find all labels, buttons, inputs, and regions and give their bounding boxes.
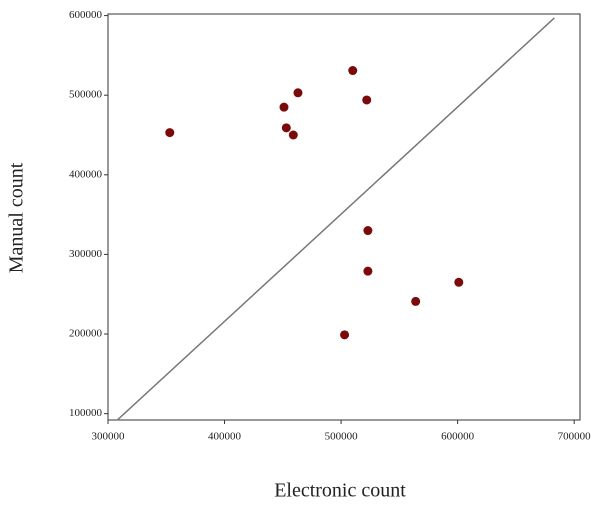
y-tick-label: 200000 bbox=[69, 328, 103, 340]
point bbox=[363, 266, 373, 276]
x-tick-label: 300000 bbox=[92, 431, 126, 443]
point bbox=[165, 128, 175, 138]
y-tick-label: 400000 bbox=[69, 168, 103, 180]
point bbox=[411, 296, 421, 306]
point bbox=[363, 226, 373, 236]
x-tick-label: 600000 bbox=[441, 431, 475, 443]
y-tick-label: 500000 bbox=[69, 89, 103, 101]
point bbox=[288, 130, 298, 140]
y-tick-label: 600000 bbox=[69, 9, 103, 21]
x-tick-label: 700000 bbox=[558, 431, 592, 443]
x-axis-title: Electronic count bbox=[274, 480, 406, 502]
point bbox=[340, 330, 350, 340]
point bbox=[454, 277, 464, 287]
point bbox=[348, 66, 358, 76]
plot-frame bbox=[107, 13, 581, 421]
y-axis-title: Manual count bbox=[6, 162, 28, 273]
y-tick-label: 300000 bbox=[69, 248, 103, 260]
x-tick-label: 500000 bbox=[325, 431, 359, 443]
y-tick-label: 100000 bbox=[69, 407, 103, 419]
point bbox=[281, 123, 291, 133]
x-tick-label: 400000 bbox=[208, 431, 242, 443]
reference-line bbox=[116, 17, 555, 421]
point bbox=[293, 88, 303, 98]
point bbox=[362, 95, 372, 105]
point bbox=[279, 102, 289, 112]
